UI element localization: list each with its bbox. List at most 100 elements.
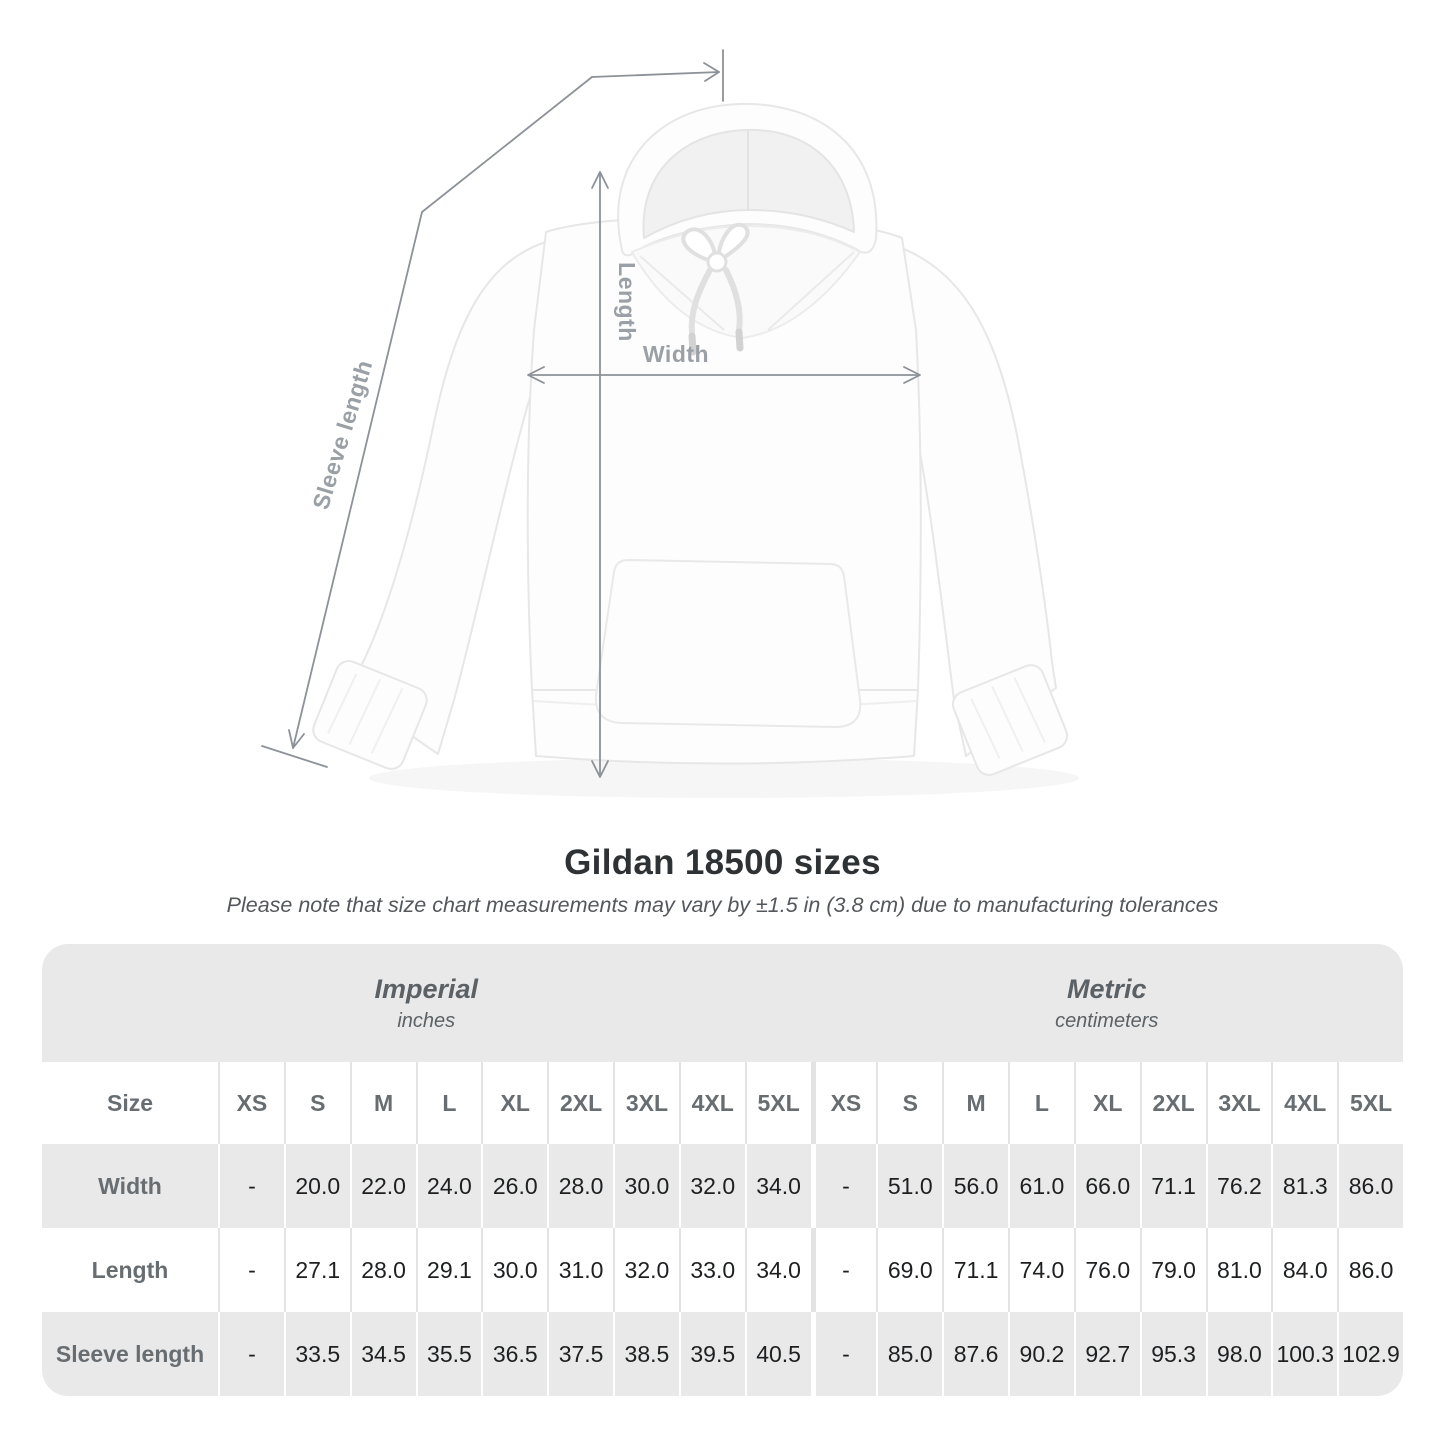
metric-size-header: 3XL: [1205, 1062, 1272, 1144]
metric-size-header: XS: [810, 1062, 877, 1144]
hoodie-measurement-diagram: Width Length Sleeve length: [261, 49, 1079, 798]
measurement-row-label: Length: [91, 1256, 169, 1283]
table-header-band: Imperial inches Metric centimeters: [42, 944, 1403, 1062]
metric-value-cell: 102.9: [1337, 1312, 1403, 1396]
hoodie-right-cuff: [951, 664, 1069, 776]
table-row: Width -20.0 22.0 24.0 26.0 28.0 30.0 32.0 34.0-5…: [42, 1144, 1403, 1228]
metric-value-cell: 100.3: [1271, 1312, 1337, 1396]
metric-value-cell: -: [810, 1312, 877, 1396]
table-row: Sleeve length -33.5 34.5 35.5 36.5 37.5 38.5 39…: [42, 1312, 1403, 1396]
width-measure-line: [527, 366, 921, 384]
imperial-size-header: XL: [481, 1062, 547, 1144]
imperial-value-cell: 33.5: [283, 1312, 350, 1396]
metric-value-cell: 81.3: [1271, 1144, 1337, 1228]
metric-value-cell: 98.0: [1205, 1312, 1272, 1396]
table-row: Length -27.1 28.0 29.1 30.0 31.0 32.0 33.0 34.0-…: [42, 1228, 1403, 1312]
floor-shadow: [369, 758, 1079, 798]
measurement-arrows: [261, 49, 921, 778]
imperial-value-cell: 34.0: [744, 1228, 811, 1312]
drawstring-left-loop: [681, 227, 718, 264]
drawstring-left-cord: [688, 267, 713, 337]
metric-value-cell: 71.1: [942, 1228, 1008, 1312]
metric-size-header: 5XL: [1337, 1062, 1403, 1144]
end-tick: [261, 745, 328, 768]
hoodie-left-cuff: [312, 660, 428, 770]
metric-section-title: Metric: [1066, 973, 1147, 1004]
imperial-size-header: 4XL: [678, 1062, 745, 1144]
metric-value-cell: 92.7: [1073, 1312, 1140, 1396]
hood-collar: [631, 225, 861, 339]
tolerance-note: Please note that size chart measurements…: [226, 893, 1219, 917]
imperial-value-cell: 32.0: [678, 1144, 745, 1228]
metric-value-cell: 71.1: [1139, 1144, 1206, 1228]
imperial-value-cell: -: [218, 1228, 284, 1312]
imperial-value-cell: 30.0: [481, 1228, 547, 1312]
drawstring-left-aglet: [688, 332, 697, 356]
imperial-size-header: 2XL: [547, 1062, 613, 1144]
measurement-row-label: Sleeve length: [55, 1340, 205, 1367]
imperial-value-cell: 37.5: [547, 1312, 613, 1396]
metric-value-cell: 56.0: [942, 1144, 1008, 1228]
imperial-section-title: Imperial: [374, 973, 479, 1004]
metric-size-header: M: [942, 1062, 1008, 1144]
imperial-value-cell: 34.5: [349, 1312, 416, 1396]
metric-value-cell: 84.0: [1271, 1228, 1337, 1312]
metric-value-cell: 95.3: [1139, 1312, 1206, 1396]
hoodie-pocket: [594, 559, 862, 729]
length-measure-label: Length: [614, 262, 640, 342]
imperial-value-cell: 34.0: [744, 1144, 811, 1228]
imperial-value-cell: 26.0: [481, 1144, 547, 1228]
imperial-value-cell: 24.0: [415, 1144, 482, 1228]
metric-value-cell: 90.2: [1008, 1312, 1074, 1396]
imperial-value-cell: 39.5: [678, 1312, 745, 1396]
imperial-value-cell: 31.0: [547, 1228, 613, 1312]
collar-v-seams: [639, 251, 855, 331]
arrowhead: [527, 366, 545, 384]
hoodie-drawstrings: [681, 222, 750, 356]
metric-size-header: L: [1008, 1062, 1074, 1144]
imperial-value-cell: 27.1: [283, 1228, 350, 1312]
sleeve-length-measure-line: [261, 49, 724, 768]
drawstring-right-loop: [716, 222, 750, 262]
metric-value-cell: 86.0: [1337, 1144, 1403, 1228]
imperial-value-cell: 36.5: [481, 1312, 547, 1396]
size-table-rows: Size XS S M L XL 2XL 3XL 4XL 5XL XS S M L XL 2XL 3XL 4XL 5…: [42, 1062, 1403, 1396]
metric-size-header: 2XL: [1139, 1062, 1206, 1144]
length-measure-line: [591, 171, 609, 778]
drawstring-right-aglet: [735, 328, 744, 352]
metric-value-cell: 86.0: [1337, 1228, 1403, 1312]
imperial-section-unit: inches: [397, 1009, 456, 1032]
arrowhead: [703, 62, 720, 82]
measurement-row-label: Width: [98, 1172, 162, 1199]
imperial-value-cell: 32.0: [613, 1228, 679, 1312]
imperial-size-header: M: [349, 1062, 416, 1144]
size-table: Imperial inches Metric centimeters Size X…: [42, 944, 1403, 1396]
imperial-value-cell: 33.0: [678, 1228, 745, 1312]
arrowhead: [903, 366, 921, 384]
imperial-size-header: XS: [218, 1062, 284, 1144]
metric-section-unit: centimeters: [1055, 1009, 1159, 1032]
metric-value-cell: 85.0: [876, 1312, 942, 1396]
metric-value-cell: 61.0: [1008, 1144, 1074, 1228]
imperial-section-header: Imperial inches: [42, 944, 811, 1062]
imperial-value-cell: 20.0: [283, 1144, 350, 1228]
drawstring-right-cord: [723, 267, 743, 333]
page-title: Gildan 18500 sizes: [564, 843, 881, 882]
imperial-value-cell: 29.1: [415, 1228, 482, 1312]
sleeve-length-measure-label: Sleeve length: [307, 357, 377, 513]
imperial-value-cell: -: [218, 1144, 284, 1228]
imperial-value-cell: -: [218, 1312, 284, 1396]
metric-value-cell: 81.0: [1205, 1228, 1272, 1312]
imperial-value-cell: 28.0: [547, 1144, 613, 1228]
metric-value-cell: 79.0: [1139, 1228, 1206, 1312]
arrowhead: [591, 760, 609, 778]
imperial-size-header: 5XL: [744, 1062, 811, 1144]
metric-value-cell: -: [810, 1144, 877, 1228]
metric-value-cell: 66.0: [1073, 1144, 1140, 1228]
metric-size-header: S: [876, 1062, 942, 1144]
metric-size-header: 4XL: [1271, 1062, 1337, 1144]
arrowhead: [591, 171, 609, 189]
size-column-header: Size: [106, 1089, 154, 1116]
metric-value-cell: 76.0: [1073, 1228, 1140, 1312]
